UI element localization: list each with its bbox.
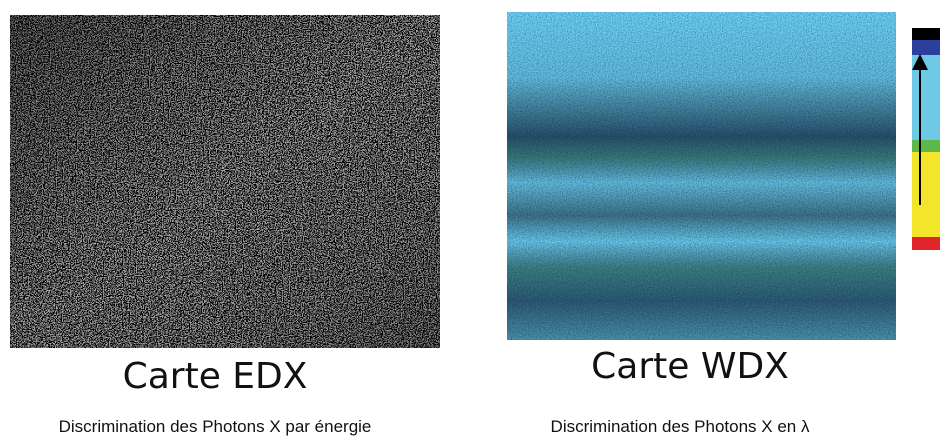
- scale-band: [912, 237, 940, 250]
- scale-band: [912, 152, 940, 237]
- scale-band: [912, 40, 940, 55]
- panel-caption: Discrimination des Photons X par énergie: [59, 417, 372, 436]
- panel-title: Carte WDX: [591, 346, 789, 387]
- edx-shading: [10, 15, 440, 348]
- scale-band: [912, 28, 940, 40]
- panel-caption: Discrimination des Photons X en λ: [551, 417, 810, 436]
- scale-band: [912, 55, 940, 140]
- color-scale: [912, 28, 940, 250]
- panel-title: Carte EDX: [123, 356, 308, 397]
- wdx-panel: Carte WDX Discrimination des Photons X e…: [507, 12, 896, 436]
- scale-band: [912, 140, 940, 152]
- wdx-shading: [507, 12, 896, 340]
- edx-panel: Carte EDX Discrimination des Photons X p…: [10, 15, 440, 436]
